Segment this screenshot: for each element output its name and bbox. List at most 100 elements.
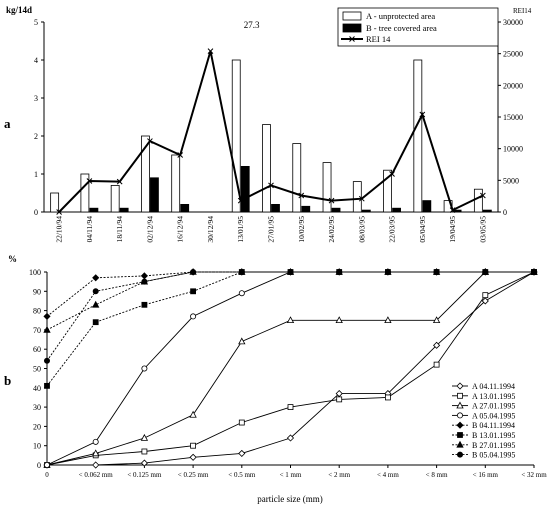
b-y-tick-label: 80 [33,307,41,316]
series-point [190,288,197,295]
series-point [481,297,489,305]
b-x-tick-label: < 0.25 mm [178,471,209,479]
b-x-tick-label: < 1 mm [280,471,302,479]
series-point [287,404,294,411]
series-point [286,434,295,442]
a-y2-tick-label: 0 [503,208,507,217]
bar-b [422,200,432,213]
series-point [482,292,489,299]
legend-label: B 27.01.1995 [472,441,515,450]
bar-a [80,173,90,213]
a-y2-tick-label: 10000 [503,145,523,154]
b-x-tick-label: < 4 mm [377,471,399,479]
bar-b [240,165,250,213]
series-point [44,382,50,389]
b-y-tick-label: 0 [37,461,41,470]
b-x-tick-label: < 8 mm [426,471,448,479]
bar-a [413,59,423,213]
legend-label: A 04.11.1994 [472,382,515,391]
series-point [189,453,197,461]
a-y2-tick-label: 20000 [503,81,523,90]
series-point [482,268,489,275]
a-y-axis-label: kg/14d [6,5,32,15]
bar-value-annotation: 27.3 [244,20,260,30]
legend-label: A 05.04.1995 [472,411,515,420]
series-point [433,341,441,349]
rei-point [298,192,305,199]
series-point [44,357,51,364]
legend-marker [456,421,464,429]
bar-b [482,209,492,213]
series-point [190,313,197,320]
series-line [46,271,534,317]
panel-b-label: b [4,373,11,388]
b-x-tick-label: < 2 mm [328,471,350,479]
a-x-tick-label: 03/05/95 [478,216,487,243]
a-x-tick-label: 24/02/95 [327,216,336,243]
b-x-axis-label: particle size (mm) [257,494,322,504]
b-y-tick-label: 40 [33,384,41,393]
bar-b [150,177,159,213]
b-y-tick-label: 90 [33,287,41,296]
legend-label: B 05.04.1995 [472,451,515,460]
a-x-tick-label: 19/04/95 [448,216,457,243]
a-y2-axis-label: REI14 [513,7,532,15]
legend-marker [456,451,463,458]
legend-marker [457,432,463,438]
a-x-tick-label: 08/03/95 [357,216,366,243]
series-point [433,268,440,275]
chart-a-legend: A - unprotected area B - tree covered are… [337,7,499,47]
chart-b: 0 10 20 30 40 50 60 70 80 90 100 0 < 0.062 mm < 0.125… [29,267,547,479]
series-point [141,278,148,285]
bar-a [50,192,60,213]
bar-a [171,154,181,213]
series-point [286,316,295,324]
bar-b [331,207,341,213]
series-point [140,433,149,441]
bar-a [473,188,483,213]
series-point [190,268,197,275]
a-y-tick-label: 4 [34,56,38,65]
legend-swatch-b [342,23,362,33]
a-y-tick-label: 3 [34,94,38,103]
rei-point [389,171,395,177]
b-x-tick-label: < 0.5 mm [228,471,256,479]
series-point [141,448,148,455]
b-x-tick-label: 0 [45,471,49,479]
series-point [92,461,100,469]
rei-point [56,209,62,215]
b-y-tick-label: 60 [33,345,41,354]
legend-swatch-a [342,11,362,21]
series-point [238,268,245,275]
series-point [336,396,343,403]
a-x-tick-label: 22/03/95 [388,216,397,243]
b-y-tick-label: 100 [29,268,41,277]
b-x-tick-label: < 0.062 mm [79,471,114,479]
bar-a [231,59,241,213]
series-point [92,449,100,457]
legend-marker [456,382,464,390]
series-point [384,316,392,324]
legend-marker-rei [349,36,355,42]
bar-b [392,207,401,213]
series-point [43,325,51,333]
series-point [43,312,51,320]
b-y-tick-label: 10 [33,442,41,451]
series-point [189,410,197,418]
legend-marker [456,440,464,448]
bar-b [180,203,190,213]
bar-a [352,181,362,213]
series-point [384,394,391,401]
bar-a [322,162,332,213]
rei-point [177,152,184,158]
legend-label: A 13.01.1995 [472,392,515,401]
b-x-tick-label: < 32 mm [521,471,547,479]
series-point [44,461,51,468]
a-x-tick-label: 27/01/95 [267,216,276,243]
rei-point [358,195,365,202]
bar-b [89,207,99,213]
series-point [238,449,246,457]
a-x-tick-label: 22/10/94 [55,216,64,243]
panel-a-label: a [4,116,11,131]
